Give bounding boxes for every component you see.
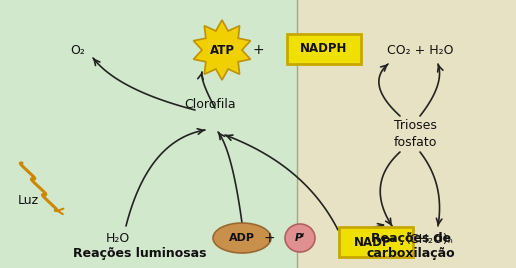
Text: +: + (252, 43, 264, 57)
Text: Trioses
fosfato: Trioses fosfato (393, 119, 437, 149)
Text: Reações de
carboxilação: Reações de carboxilação (366, 232, 455, 260)
Text: Reações luminosas: Reações luminosas (73, 247, 206, 260)
Ellipse shape (285, 224, 315, 252)
Text: CO₂ + H₂O: CO₂ + H₂O (387, 43, 453, 57)
Text: H₂O: H₂O (106, 232, 130, 244)
Text: Clorofila: Clorofila (184, 98, 236, 110)
Text: NADPH: NADPH (300, 43, 348, 55)
FancyBboxPatch shape (339, 227, 413, 257)
Ellipse shape (213, 223, 271, 253)
Text: ADP: ADP (229, 233, 255, 243)
Text: Pᴵ: Pᴵ (295, 233, 305, 243)
FancyBboxPatch shape (287, 34, 361, 64)
Text: Luz: Luz (18, 193, 39, 207)
Polygon shape (194, 20, 251, 80)
Text: NADP⁺: NADP⁺ (354, 236, 398, 248)
FancyBboxPatch shape (297, 0, 516, 268)
Text: (CH₂O)ₙ: (CH₂O)ₙ (406, 233, 454, 247)
Text: +: + (263, 231, 275, 245)
Text: O₂: O₂ (71, 43, 86, 57)
FancyBboxPatch shape (0, 0, 297, 268)
Text: ATP: ATP (209, 43, 234, 57)
